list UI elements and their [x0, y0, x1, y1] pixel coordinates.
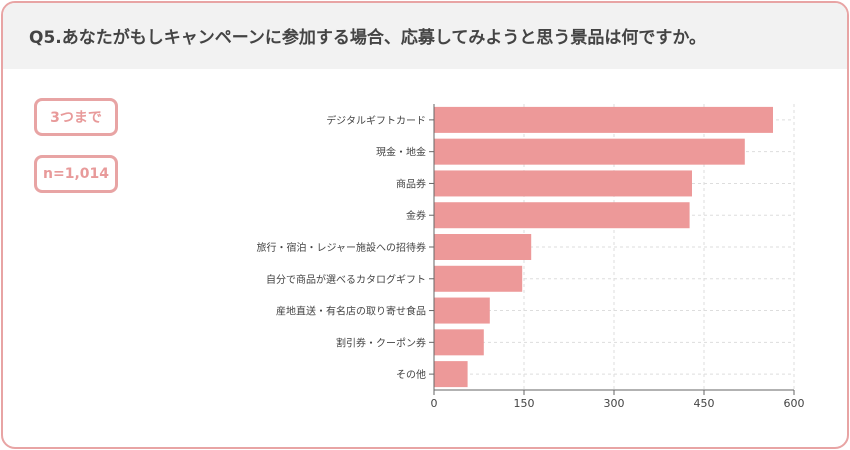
x-tick-label: 0 [431, 397, 438, 410]
bar-5 [434, 234, 532, 260]
bar-7 [434, 297, 490, 324]
x-tick-label: 450 [694, 397, 715, 410]
category-label: 自分で商品が選べるカタログギフト [266, 273, 426, 286]
category-label: デジタルギフトカード [326, 114, 426, 127]
category-label: その他 [396, 368, 426, 381]
x-tick-label: 150 [514, 397, 535, 410]
sample-size-badge: n=1,014 [34, 155, 118, 193]
bar-1 [434, 106, 773, 133]
x-tick-label: 600 [784, 397, 805, 410]
category-label: 現金・地金 [376, 146, 426, 159]
question-title: Q5.あなたがもしキャンペーンに参加する場合、応募してみようと思う景品は何ですか… [29, 28, 707, 48]
bar-4 [434, 202, 690, 229]
category-label: 商品券 [396, 177, 426, 190]
bar-8 [434, 329, 484, 356]
bar-chart: デジタルギフトカード現金・地金商品券金券旅行・宿泊・レジャー施設への招待券自分で… [257, 104, 805, 410]
category-label: 割引券・クーポン券 [336, 336, 426, 349]
bar-3 [434, 170, 692, 197]
bar-9 [434, 361, 468, 388]
category-label: 産地直送・有名店の取り寄せ食品 [276, 305, 426, 318]
answer-limit-badge: 3つまで [34, 98, 118, 136]
bar-6 [434, 265, 523, 292]
bar-2 [434, 138, 745, 165]
x-tick-label: 300 [604, 397, 625, 410]
category-label: 金券 [406, 209, 426, 222]
question-header: Q5.あなたがもしキャンペーンに参加する場合、応募してみようと思う景品は何ですか… [3, 3, 847, 69]
category-label: 旅行・宿泊・レジャー施設への招待券 [257, 241, 427, 254]
